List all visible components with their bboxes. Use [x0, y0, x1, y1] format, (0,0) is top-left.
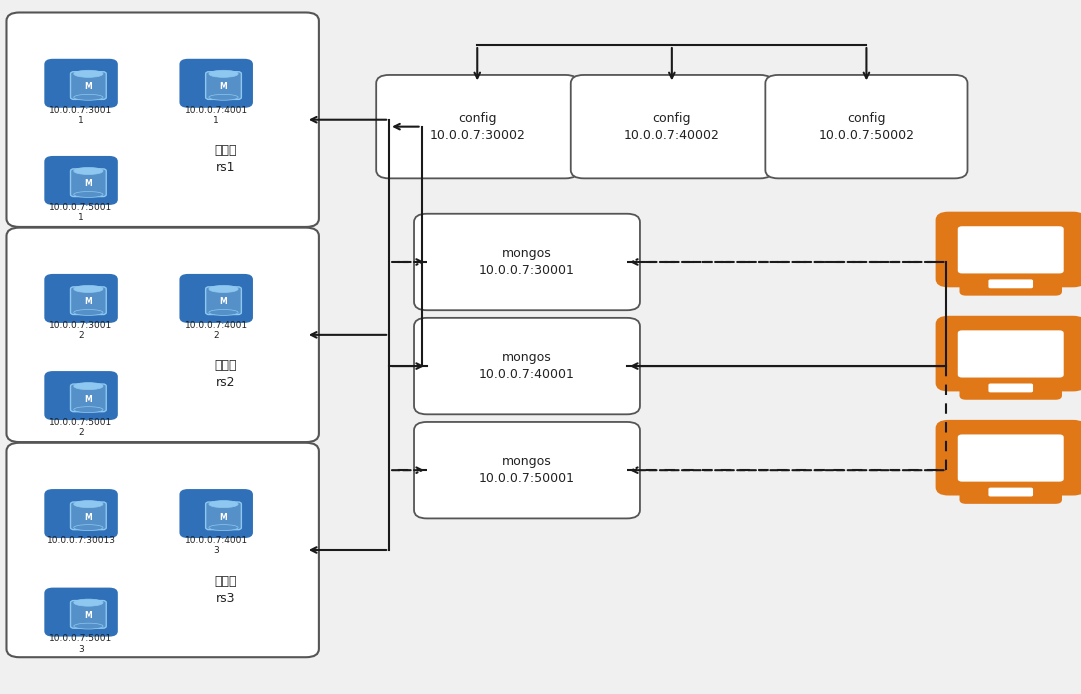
- Ellipse shape: [74, 70, 103, 77]
- FancyBboxPatch shape: [6, 12, 319, 227]
- Text: M: M: [219, 297, 227, 306]
- Text: M: M: [84, 512, 92, 521]
- Text: config
10.0.0.7:30002: config 10.0.0.7:30002: [429, 112, 525, 142]
- Ellipse shape: [74, 599, 103, 606]
- Text: 10.0.0.7:3001
2: 10.0.0.7:3001 2: [50, 321, 112, 340]
- Text: 副本集
rs2: 副本集 rs2: [214, 359, 237, 389]
- Ellipse shape: [209, 70, 238, 77]
- Text: mongos
10.0.0.7:30001: mongos 10.0.0.7:30001: [479, 247, 575, 277]
- Text: M: M: [84, 179, 92, 188]
- FancyBboxPatch shape: [205, 287, 241, 314]
- FancyBboxPatch shape: [70, 600, 106, 628]
- Text: mongos
10.0.0.7:40001: mongos 10.0.0.7:40001: [479, 351, 575, 381]
- Text: M: M: [84, 297, 92, 306]
- FancyBboxPatch shape: [414, 214, 640, 310]
- Ellipse shape: [209, 285, 238, 292]
- Ellipse shape: [74, 382, 103, 389]
- FancyBboxPatch shape: [571, 75, 773, 178]
- Text: 10.0.0.7:30013: 10.0.0.7:30013: [46, 536, 116, 545]
- Ellipse shape: [74, 94, 103, 100]
- FancyBboxPatch shape: [414, 318, 640, 414]
- Ellipse shape: [74, 525, 103, 530]
- Text: config
10.0.0.7:40002: config 10.0.0.7:40002: [624, 112, 720, 142]
- FancyBboxPatch shape: [70, 169, 106, 196]
- Text: 10.0.0.7:5001
1: 10.0.0.7:5001 1: [50, 203, 112, 222]
- Ellipse shape: [74, 310, 103, 315]
- Ellipse shape: [74, 407, 103, 412]
- FancyBboxPatch shape: [6, 228, 319, 442]
- FancyBboxPatch shape: [765, 75, 967, 178]
- Ellipse shape: [209, 525, 238, 530]
- Ellipse shape: [74, 192, 103, 197]
- FancyBboxPatch shape: [6, 443, 319, 657]
- Text: 10.0.0.7:4001
2: 10.0.0.7:4001 2: [185, 321, 248, 340]
- Text: 副本集
rs3: 副本集 rs3: [214, 575, 237, 604]
- FancyBboxPatch shape: [988, 488, 1033, 496]
- Ellipse shape: [74, 167, 103, 174]
- Ellipse shape: [209, 310, 238, 315]
- FancyBboxPatch shape: [44, 489, 118, 538]
- FancyBboxPatch shape: [44, 588, 118, 636]
- Text: 10.0.0.7:4001
3: 10.0.0.7:4001 3: [185, 536, 248, 555]
- Ellipse shape: [74, 623, 103, 629]
- Text: 10.0.0.7:3001
1: 10.0.0.7:3001 1: [50, 105, 112, 125]
- FancyBboxPatch shape: [44, 59, 118, 108]
- FancyBboxPatch shape: [988, 280, 1033, 288]
- FancyBboxPatch shape: [44, 371, 118, 420]
- FancyBboxPatch shape: [70, 287, 106, 314]
- FancyBboxPatch shape: [988, 384, 1033, 392]
- Text: M: M: [219, 82, 227, 91]
- FancyBboxPatch shape: [960, 272, 1062, 296]
- Ellipse shape: [74, 285, 103, 292]
- FancyBboxPatch shape: [376, 75, 578, 178]
- FancyBboxPatch shape: [44, 156, 118, 205]
- FancyBboxPatch shape: [70, 502, 106, 530]
- Ellipse shape: [74, 500, 103, 507]
- FancyBboxPatch shape: [958, 330, 1064, 378]
- Text: M: M: [219, 512, 227, 521]
- Text: 副本集
rs1: 副本集 rs1: [214, 144, 237, 174]
- FancyBboxPatch shape: [958, 434, 1064, 482]
- FancyBboxPatch shape: [936, 316, 1081, 391]
- Text: 10.0.0.7:5001
2: 10.0.0.7:5001 2: [50, 418, 112, 437]
- Text: mongos
10.0.0.7:50001: mongos 10.0.0.7:50001: [479, 455, 575, 485]
- FancyBboxPatch shape: [958, 226, 1064, 273]
- FancyBboxPatch shape: [179, 489, 253, 538]
- FancyBboxPatch shape: [936, 420, 1081, 496]
- Text: 10.0.0.7:4001
1: 10.0.0.7:4001 1: [185, 105, 248, 125]
- FancyBboxPatch shape: [179, 59, 253, 108]
- FancyBboxPatch shape: [205, 502, 241, 530]
- FancyBboxPatch shape: [70, 71, 106, 99]
- Ellipse shape: [209, 94, 238, 100]
- FancyBboxPatch shape: [960, 480, 1062, 504]
- Text: M: M: [84, 82, 92, 91]
- FancyBboxPatch shape: [205, 71, 241, 99]
- FancyBboxPatch shape: [179, 274, 253, 323]
- FancyBboxPatch shape: [70, 384, 106, 412]
- FancyBboxPatch shape: [936, 212, 1081, 287]
- FancyBboxPatch shape: [960, 376, 1062, 400]
- Text: M: M: [84, 394, 92, 403]
- Text: 10.0.0.7:5001
3: 10.0.0.7:5001 3: [50, 634, 112, 654]
- FancyBboxPatch shape: [44, 274, 118, 323]
- Text: config
10.0.0.7:50002: config 10.0.0.7:50002: [818, 112, 915, 142]
- FancyBboxPatch shape: [414, 422, 640, 518]
- Ellipse shape: [209, 500, 238, 507]
- Text: M: M: [84, 611, 92, 620]
